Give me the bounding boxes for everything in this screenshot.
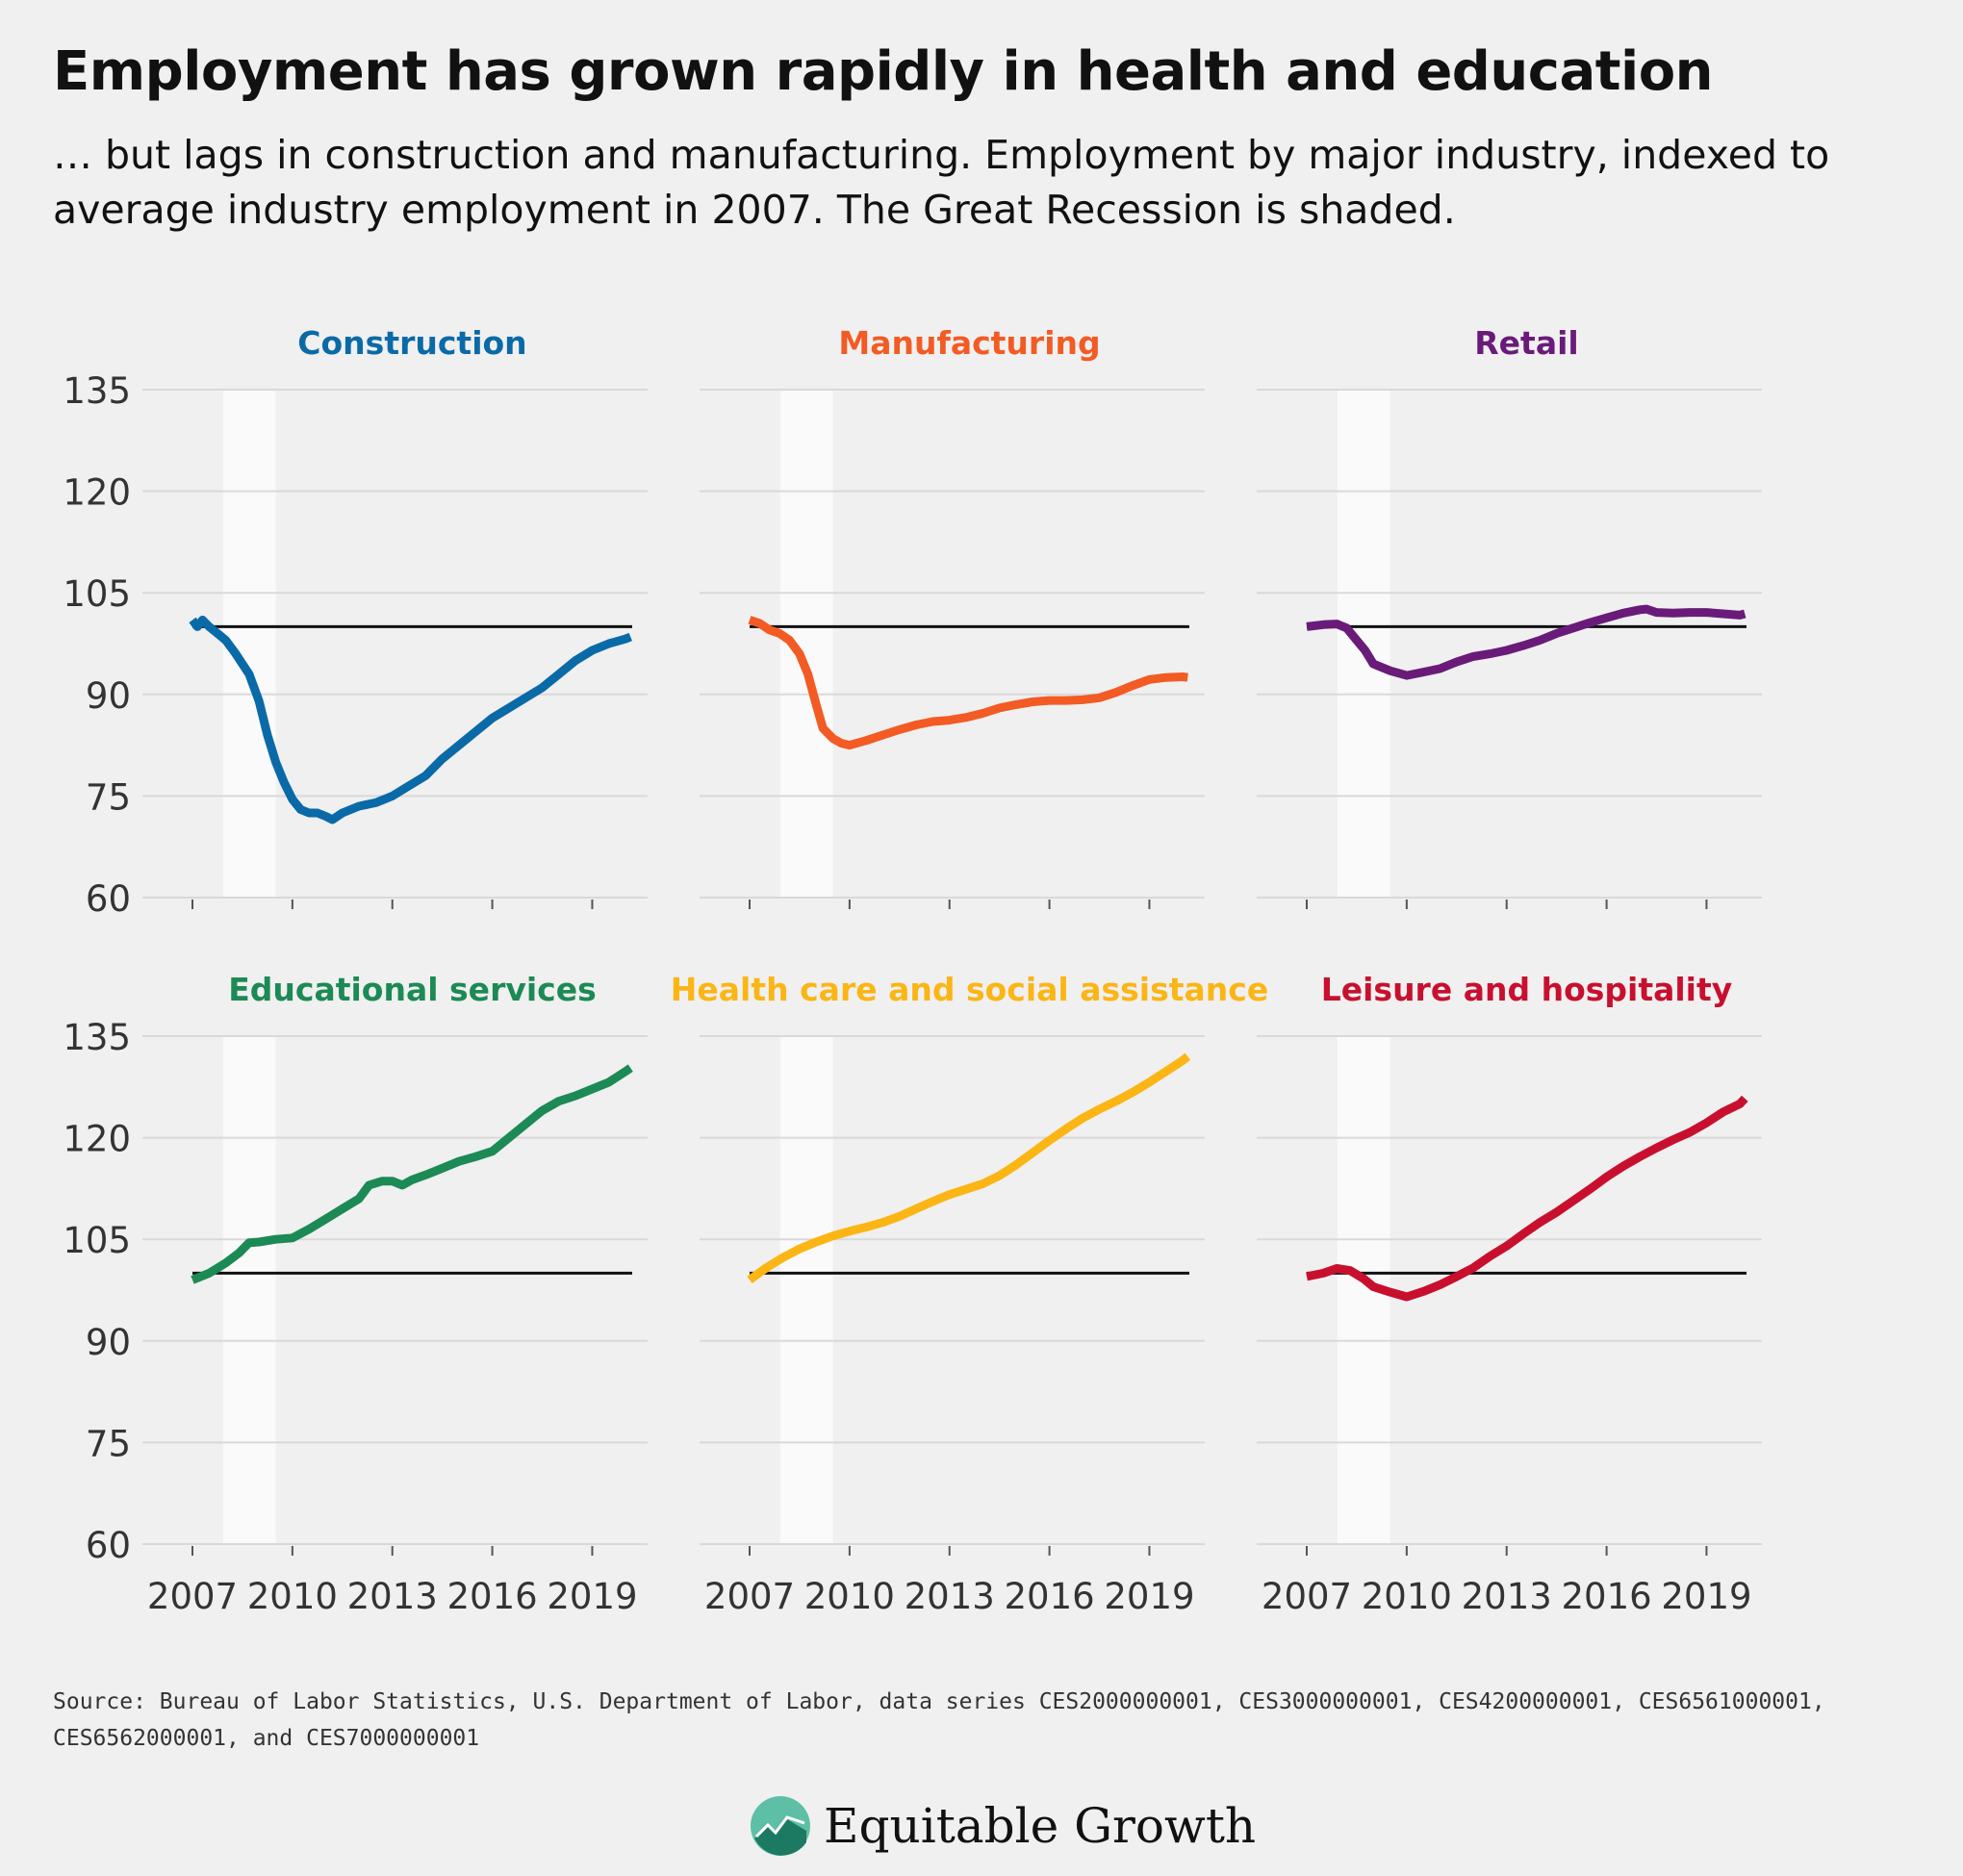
- recession-shading: [779, 1036, 833, 1544]
- panel-title: Manufacturing: [838, 324, 1100, 362]
- x-tick-label: 2013: [905, 1576, 995, 1617]
- x-tick-label: 2019: [1661, 1576, 1751, 1617]
- panel-title: Leisure and hospitality: [1321, 971, 1733, 1008]
- panel-title: Construction: [297, 324, 526, 362]
- y-tick-label: 90: [86, 675, 131, 717]
- panel-title: Educational services: [228, 971, 597, 1008]
- y-tick-label: 60: [86, 1525, 131, 1566]
- series-line-leisure-and-hospitality: [1306, 1095, 1748, 1302]
- y-tick-label: 120: [63, 1119, 131, 1160]
- y-tick-label: 120: [63, 472, 131, 514]
- x-tick-label: 2007: [1262, 1576, 1352, 1617]
- x-tick-label: 2010: [247, 1576, 338, 1617]
- x-tick-label: 2010: [804, 1576, 895, 1617]
- equitable-growth-logo-icon: [751, 1796, 810, 1856]
- brand-logo: Equitable Growth: [749, 1791, 1256, 1861]
- x-tick-label: 2016: [1562, 1576, 1652, 1617]
- source-note: Source: Bureau of Labor Statistics, U.S.…: [53, 1689, 1825, 1751]
- chart-title: Employment has grown rapidly in health a…: [53, 40, 1714, 103]
- series-line-retail: [1306, 604, 1746, 680]
- y-tick-label: 135: [63, 1017, 131, 1058]
- y-tick-label: 75: [86, 776, 131, 818]
- x-tick-label: 2013: [347, 1576, 438, 1617]
- x-tick-label: 2019: [1104, 1576, 1194, 1617]
- series-line-manufacturing: [748, 616, 1188, 750]
- small-multiples-chart: 60 75 90 105 120 135 Construction Manufacturing…: [63, 324, 1762, 1617]
- y-tick-label: 135: [63, 370, 131, 412]
- y-tick-label: 90: [86, 1322, 131, 1363]
- y-tick-label: 60: [86, 878, 131, 920]
- x-tick-label: 2007: [147, 1576, 238, 1617]
- panel-title: Health care and social assistance: [671, 971, 1268, 1008]
- x-tick-label: 2019: [547, 1576, 637, 1617]
- panel-title: Retail: [1474, 324, 1578, 362]
- brand-name: Equitable Growth: [824, 1798, 1257, 1854]
- x-tick-label: 2013: [1462, 1576, 1552, 1617]
- y-tick-label: 75: [86, 1423, 131, 1464]
- x-tick-label: 2016: [1005, 1576, 1095, 1617]
- x-tick-label: 2007: [704, 1576, 795, 1617]
- x-tick-label: 2016: [447, 1576, 538, 1617]
- y-tick-label: 105: [63, 1220, 131, 1261]
- series-line-construction: [189, 615, 632, 824]
- series-line-educational-services: [191, 1064, 633, 1284]
- y-tick-label: 105: [63, 573, 131, 615]
- recession-shading: [222, 1036, 276, 1544]
- x-tick-label: 2010: [1362, 1576, 1452, 1617]
- chart-subtitle: … but lags in construction and manufactu…: [53, 132, 1830, 233]
- series-line-health-care-and-social-assistance: [747, 1052, 1191, 1284]
